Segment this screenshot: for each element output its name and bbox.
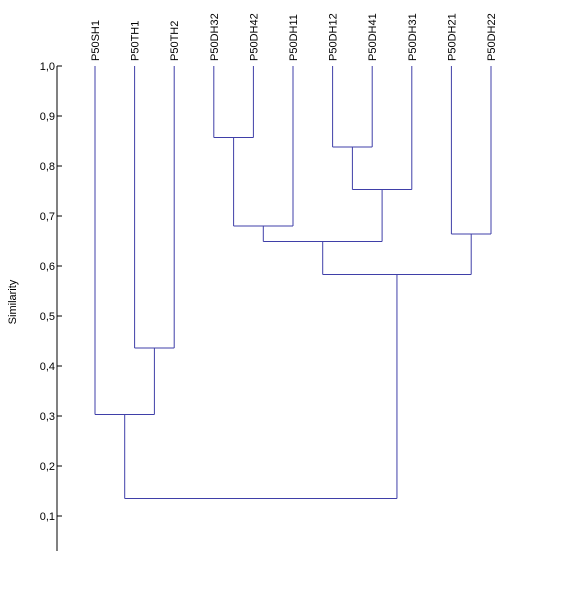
leaf-label: P50TH1	[130, 21, 142, 61]
y-tick-label: 0,9	[40, 111, 55, 123]
leaf-label: P50DH31	[407, 13, 419, 61]
leaf-labels: P50SH1 P50TH1 P50TH2 P50DH32 P50DH42 P50DH11 P…	[90, 13, 498, 61]
y-axis: 1,0 0,9 0,8 0,7 0,6 0,5 0,4 0,3 0,2 0,1	[40, 61, 62, 551]
leaf-label: P50DH41	[367, 13, 379, 61]
y-tick-label: 0,4	[40, 361, 55, 373]
dendrogram-tree	[94, 66, 492, 499]
y-tick-label: 0,1	[40, 511, 55, 523]
leaf-label: P50DH32	[209, 13, 221, 61]
y-axis-label: Similarity	[7, 279, 19, 324]
leaf-label: P50DH42	[248, 13, 260, 61]
y-tick-label: 0,3	[40, 411, 55, 423]
y-tick-label: 0,2	[40, 461, 55, 473]
leaf-label: P50DH11	[288, 14, 300, 61]
y-tick-label: 0,7	[40, 211, 55, 223]
y-tick-label: 0,8	[40, 161, 55, 173]
leaf-label: P50TH2	[169, 21, 181, 61]
leaf-label: P50DH22	[486, 13, 498, 61]
y-tick-label: 0,6	[40, 261, 55, 273]
leaf-label: P50DH21	[446, 13, 458, 61]
y-tick-label: 0,5	[40, 311, 55, 323]
leaf-label: P50DH12	[328, 13, 340, 61]
leaf-label: P50SH1	[90, 20, 102, 61]
y-tick-label: 1,0	[40, 61, 55, 73]
